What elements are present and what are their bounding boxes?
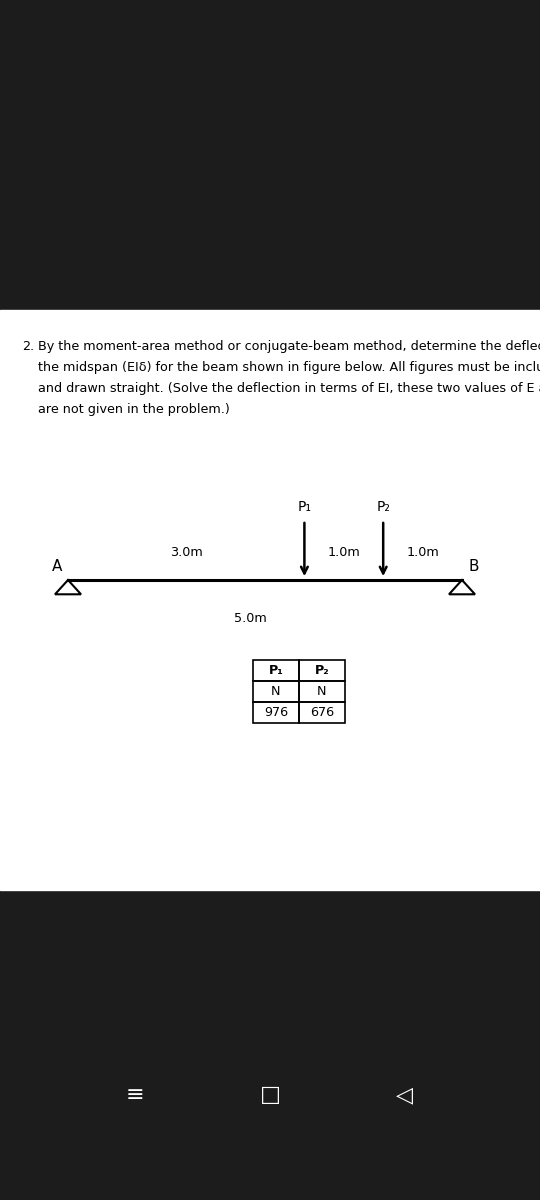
Text: □: □ [260, 1085, 280, 1105]
Text: B: B [468, 559, 478, 574]
Text: N: N [271, 685, 281, 698]
Text: ≡: ≡ [126, 1085, 144, 1105]
Text: P₁: P₁ [268, 664, 284, 677]
Text: N: N [318, 685, 327, 698]
Bar [253, 702, 299, 722]
Text: 976: 976 [264, 706, 288, 719]
Text: P₁: P₁ [298, 500, 312, 514]
Text: are not given in the problem.): are not given in the problem.) [38, 403, 230, 416]
Text: 2.: 2. [22, 340, 34, 353]
Bar [253, 660, 299, 680]
Text: 3.0m: 3.0m [170, 546, 202, 558]
Text: and drawn straight. (Solve the deflection in terms of EI, these two values of E : and drawn straight. (Solve the deflectio… [38, 382, 540, 395]
Text: By the moment-area method or conjugate-beam method, determine the deflection at: By the moment-area method or conjugate-b… [38, 340, 540, 353]
Bar [0, 310, 540, 890]
Bar [253, 680, 299, 702]
Bar [299, 660, 345, 680]
Bar [299, 702, 345, 722]
Text: P₂: P₂ [315, 664, 329, 677]
Text: 1.0m: 1.0m [406, 546, 439, 558]
Text: 1.0m: 1.0m [327, 546, 360, 558]
Text: 676: 676 [310, 706, 334, 719]
Text: P₂: P₂ [376, 500, 390, 514]
Text: ◁: ◁ [396, 1085, 414, 1105]
Text: A: A [52, 559, 62, 574]
Text: the midspan (EIδ) for the beam shown in figure below. All figures must be includ: the midspan (EIδ) for the beam shown in … [38, 361, 540, 374]
Bar [299, 680, 345, 702]
Text: 5.0m: 5.0m [234, 612, 266, 624]
